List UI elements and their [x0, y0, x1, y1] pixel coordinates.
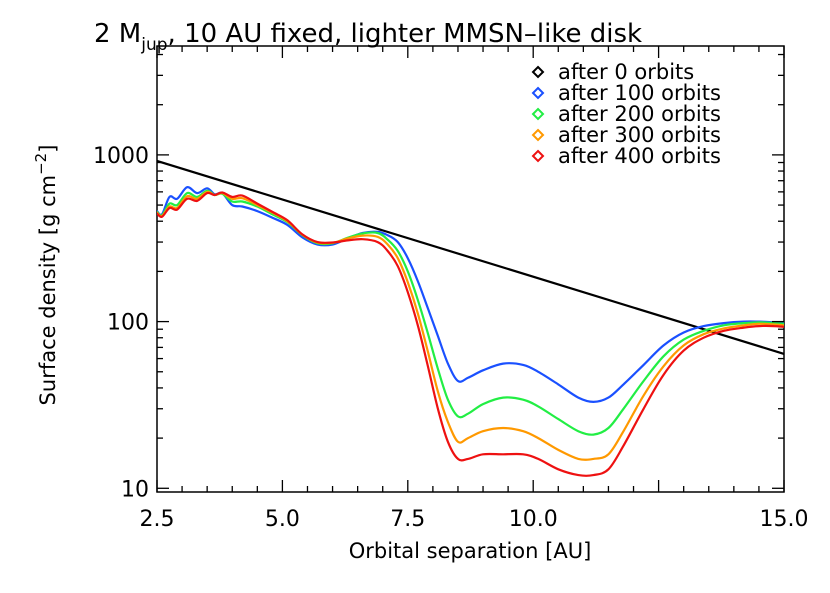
chart-title-pre: 2 M	[94, 19, 141, 49]
legend-marker	[531, 128, 545, 142]
legend-label: after 400 orbits	[558, 144, 721, 168]
x-axis-title: Orbital separation [AU]	[349, 539, 592, 563]
series-line-0	[157, 159, 784, 355]
x-tick-label: 10.0	[509, 507, 558, 532]
legend-marker	[531, 65, 545, 79]
y-axis-title-pre: Surface density [g cm	[36, 175, 60, 406]
plot-frame	[156, 45, 785, 493]
y-tick-label: 100	[107, 311, 149, 336]
y-axis-title-post: ]	[36, 145, 60, 153]
x-tick-label: 7.5	[390, 507, 425, 532]
legend-label: after 100 orbits	[558, 81, 721, 105]
chart-title-sub: jup	[140, 35, 167, 55]
tick-layer	[156, 46, 785, 492]
legend-marker	[531, 86, 545, 100]
series-line-1	[157, 186, 784, 403]
chart-title: 2 Mjup, 10 AU fixed, lighter MMSN–like d…	[94, 19, 642, 55]
chart-title-post: , 10 AU fixed, lighter MMSN–like disk	[168, 19, 643, 49]
legend-label: after 200 orbits	[558, 102, 721, 126]
y-axis-title-sup: −2	[32, 153, 50, 175]
tick-label-layer: 2.5 5.0 7.5 10.0 15.0 10 100 1000	[93, 144, 808, 532]
series-line-4	[157, 191, 784, 477]
series-layer	[157, 159, 784, 477]
x-tick-label: 2.5	[140, 507, 175, 532]
x-tick-label: 15.0	[760, 507, 809, 532]
legend-label: after 300 orbits	[558, 123, 721, 147]
legend-marker	[531, 107, 545, 121]
y-tick-label: 1000	[93, 144, 149, 169]
series-line-2	[157, 189, 784, 436]
legend-label: after 0 orbits	[558, 60, 694, 84]
y-tick-label: 10	[121, 477, 149, 502]
x-tick-label: 5.0	[265, 507, 300, 532]
legend-marker	[531, 149, 545, 163]
y-axis-title: Surface density [g cm−2]	[32, 145, 60, 406]
